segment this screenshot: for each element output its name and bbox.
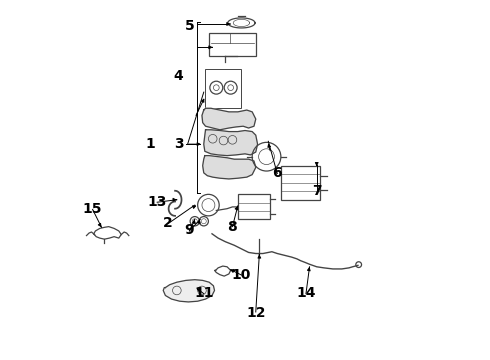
Text: 8: 8 xyxy=(227,220,237,234)
Text: 14: 14 xyxy=(296,286,316,300)
Polygon shape xyxy=(204,130,258,156)
Bar xyxy=(238,194,270,220)
Text: 13: 13 xyxy=(147,194,167,208)
Text: 9: 9 xyxy=(185,223,194,237)
Text: 2: 2 xyxy=(163,216,173,230)
Polygon shape xyxy=(202,108,256,130)
Bar xyxy=(281,166,320,200)
Text: 10: 10 xyxy=(232,268,251,282)
Polygon shape xyxy=(163,280,215,302)
Text: 11: 11 xyxy=(194,286,214,300)
Text: 4: 4 xyxy=(174,69,184,83)
Text: 6: 6 xyxy=(272,166,282,180)
Text: 3: 3 xyxy=(174,137,183,151)
Bar xyxy=(209,33,256,56)
Text: 15: 15 xyxy=(83,202,102,216)
Text: 5: 5 xyxy=(185,19,195,33)
Text: 12: 12 xyxy=(246,306,266,320)
Polygon shape xyxy=(203,156,256,179)
Text: 7: 7 xyxy=(312,184,321,198)
Bar xyxy=(205,69,241,108)
Text: 1: 1 xyxy=(145,137,155,151)
